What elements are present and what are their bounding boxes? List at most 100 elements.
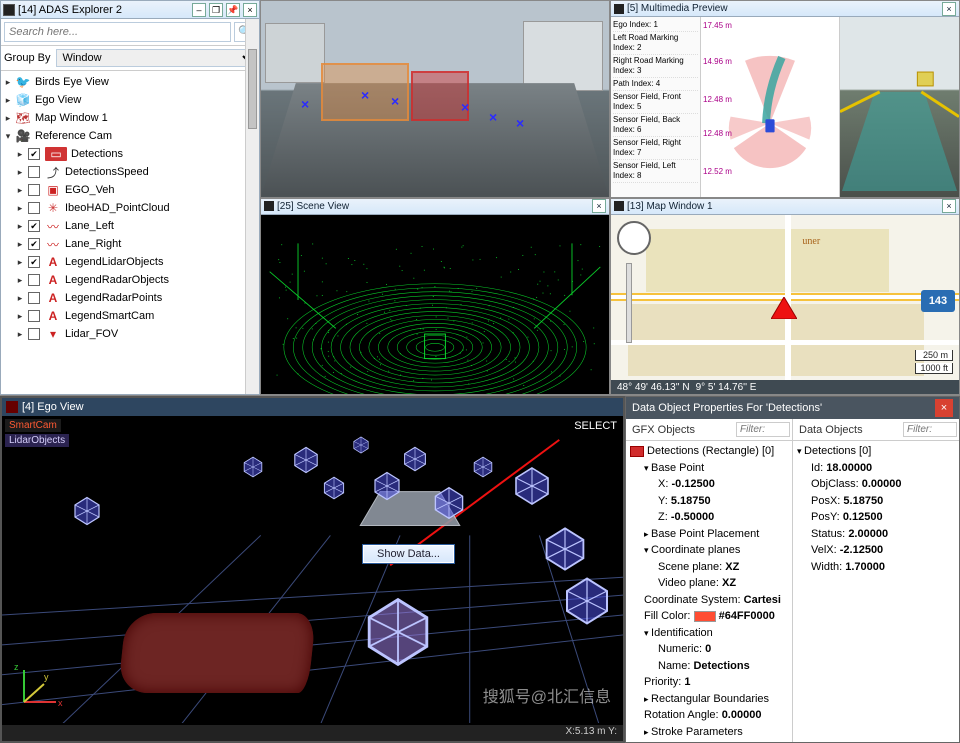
lidar-object[interactable] bbox=[322, 476, 346, 503]
property-row[interactable]: PosX: 5.18750 bbox=[797, 493, 955, 510]
explorer-tree[interactable]: ▸🐦Birds Eye View▸🧊Ego View▸🗺Map Window 1… bbox=[1, 71, 259, 394]
radar-legend-item[interactable]: Left Road Marking Index: 2 bbox=[613, 32, 698, 55]
minimize-button[interactable]: – bbox=[192, 3, 206, 17]
radar-legend-item[interactable]: Right Road Marking Index: 3 bbox=[613, 55, 698, 78]
tree-item[interactable]: ▸〰Lane_Right bbox=[1, 235, 259, 253]
tree-item[interactable]: ▸🗺Map Window 1 bbox=[1, 109, 259, 127]
lidar-object[interactable] bbox=[542, 526, 588, 575]
lidar-object[interactable] bbox=[402, 446, 428, 475]
property-row[interactable]: Base Point bbox=[630, 460, 788, 477]
property-row[interactable]: Fill Color: #64FF0000 bbox=[630, 608, 788, 625]
expander-icon[interactable]: ▸ bbox=[3, 77, 13, 88]
tree-item[interactable]: ▸ALegendRadarPoints bbox=[1, 289, 259, 307]
lidar-object[interactable] bbox=[292, 446, 320, 477]
property-row[interactable]: Y: 5.18750 bbox=[630, 493, 788, 510]
expander-icon[interactable]: ▸ bbox=[15, 257, 25, 268]
property-row[interactable]: Id: 18.00000 bbox=[797, 460, 955, 477]
tree-item[interactable]: ▸ALegendSmartCam bbox=[1, 307, 259, 325]
expander-icon[interactable]: ▸ bbox=[15, 203, 25, 214]
checkbox[interactable] bbox=[28, 328, 40, 340]
expander-icon[interactable]: ▸ bbox=[15, 329, 25, 340]
property-row[interactable]: VelX: -2.12500 bbox=[797, 542, 955, 559]
checkbox[interactable] bbox=[28, 148, 40, 160]
checkbox[interactable] bbox=[28, 238, 40, 250]
vscrollbar[interactable] bbox=[245, 19, 259, 394]
expander-icon[interactable]: ▸ bbox=[3, 113, 13, 124]
checkbox[interactable] bbox=[28, 274, 40, 286]
expander-icon[interactable]: ▸ bbox=[15, 167, 25, 178]
gfx-filter-input[interactable] bbox=[736, 422, 790, 437]
radar-legend-list[interactable]: Ego Index: 1Left Road Marking Index: 2Ri… bbox=[611, 17, 701, 197]
lidar-object[interactable] bbox=[362, 596, 434, 671]
show-data-button[interactable]: Show Data... bbox=[362, 544, 455, 564]
tree-item[interactable]: ▾🎥Reference Cam bbox=[1, 127, 259, 145]
checkbox[interactable] bbox=[28, 184, 40, 196]
property-row[interactable]: Rectangular Boundaries bbox=[630, 691, 788, 708]
property-row[interactable]: Video plane: XZ bbox=[630, 575, 788, 592]
tree-item[interactable]: ▸▾Lidar_FOV bbox=[1, 325, 259, 343]
expander-icon[interactable]: ▸ bbox=[15, 311, 25, 322]
lidar-object[interactable] bbox=[512, 466, 552, 509]
lidar-object[interactable] bbox=[562, 576, 612, 629]
tree-item[interactable]: ▸▣EGO_Veh bbox=[1, 181, 259, 199]
radar-legend-item[interactable]: Sensor Field, Front Index: 5 bbox=[613, 91, 698, 114]
map-canvas[interactable]: uner 143 250 m1000 ft 48° 49' 46.13'' N9… bbox=[611, 215, 959, 395]
tree-item[interactable]: ▸⤴DetectionsSpeed bbox=[1, 163, 259, 181]
restore-button[interactable]: ❐ bbox=[209, 3, 223, 17]
property-row[interactable]: Priority: 1 bbox=[630, 674, 788, 691]
gfx-tree[interactable]: Detections (Rectangle) [0]Base Point X: … bbox=[626, 441, 792, 742]
close-icon[interactable]: × bbox=[592, 199, 606, 213]
expander-icon[interactable]: ▸ bbox=[15, 293, 25, 304]
lidar-object[interactable] bbox=[472, 456, 494, 481]
property-row[interactable]: Status: 2.00000 bbox=[797, 526, 955, 543]
property-row[interactable]: Rotation Angle: 0.00000 bbox=[630, 707, 788, 724]
close-icon[interactable]: × bbox=[935, 399, 953, 417]
groupby-select[interactable]: Window bbox=[56, 49, 256, 67]
close-button[interactable]: × bbox=[243, 3, 257, 17]
pin-button[interactable]: 📌 bbox=[226, 3, 240, 17]
property-row[interactable]: X: -0.12500 bbox=[630, 476, 788, 493]
checkbox[interactable] bbox=[28, 220, 40, 232]
lidar-object[interactable] bbox=[72, 496, 102, 529]
checkbox[interactable] bbox=[28, 202, 40, 214]
data-filter-input[interactable] bbox=[903, 422, 957, 437]
lidar-object[interactable] bbox=[432, 486, 466, 523]
expander-icon[interactable]: ▸ bbox=[15, 185, 25, 196]
checkbox[interactable] bbox=[28, 166, 40, 178]
expander-icon[interactable]: ▾ bbox=[3, 131, 13, 142]
tree-item[interactable]: ▸▭Detections bbox=[1, 145, 259, 163]
expander-icon[interactable]: ▸ bbox=[15, 221, 25, 232]
expander-icon[interactable]: ▸ bbox=[15, 149, 25, 160]
radar-legend-item[interactable]: Sensor Field, Right Index: 7 bbox=[613, 137, 698, 160]
expander-icon[interactable]: ▸ bbox=[15, 239, 25, 250]
close-icon[interactable]: × bbox=[942, 199, 956, 213]
property-row[interactable]: Numeric: 0 bbox=[630, 641, 788, 658]
radar-legend-item[interactable]: Path Index: 4 bbox=[613, 78, 698, 91]
property-row[interactable]: Detections [0] bbox=[797, 443, 955, 460]
checkbox[interactable] bbox=[28, 310, 40, 322]
ego-3d-scene[interactable]: SmartCam LidarObjects SELECT Show Data..… bbox=[2, 416, 623, 723]
tree-item[interactable]: ▸ALegendRadarObjects bbox=[1, 271, 259, 289]
property-row[interactable]: Detections (Rectangle) [0] bbox=[630, 443, 788, 460]
tree-item[interactable]: ▸ALegendLidarObjects bbox=[1, 253, 259, 271]
property-row[interactable]: Width: 1.70000 bbox=[797, 559, 955, 576]
property-row[interactable]: Identification bbox=[630, 625, 788, 642]
property-row[interactable]: Coordinate System: Cartesi bbox=[630, 592, 788, 609]
compass-icon[interactable] bbox=[617, 221, 651, 255]
property-row[interactable]: Z: -0.50000 bbox=[630, 509, 788, 526]
property-row[interactable]: Coordinate planes bbox=[630, 542, 788, 559]
expander-icon[interactable]: ▸ bbox=[3, 95, 13, 106]
radar-legend-item[interactable]: Sensor Field, Back Index: 6 bbox=[613, 114, 698, 137]
expander-icon[interactable]: ▸ bbox=[15, 275, 25, 286]
search-input[interactable] bbox=[4, 22, 231, 42]
property-row[interactable]: Base Point Placement bbox=[630, 526, 788, 543]
property-row[interactable]: PosY: 0.12500 bbox=[797, 509, 955, 526]
property-row[interactable]: ObjClass: 0.00000 bbox=[797, 476, 955, 493]
checkbox[interactable] bbox=[28, 292, 40, 304]
property-row[interactable]: Scene plane: XZ bbox=[630, 559, 788, 576]
property-row[interactable]: Stroke Parameters bbox=[630, 724, 788, 741]
tree-item[interactable]: ▸〰Lane_Left bbox=[1, 217, 259, 235]
property-row[interactable]: Track bbox=[630, 740, 788, 742]
lidar-object[interactable] bbox=[372, 471, 402, 504]
radar-legend-item[interactable]: Sensor Field, Left Index: 8 bbox=[613, 160, 698, 183]
